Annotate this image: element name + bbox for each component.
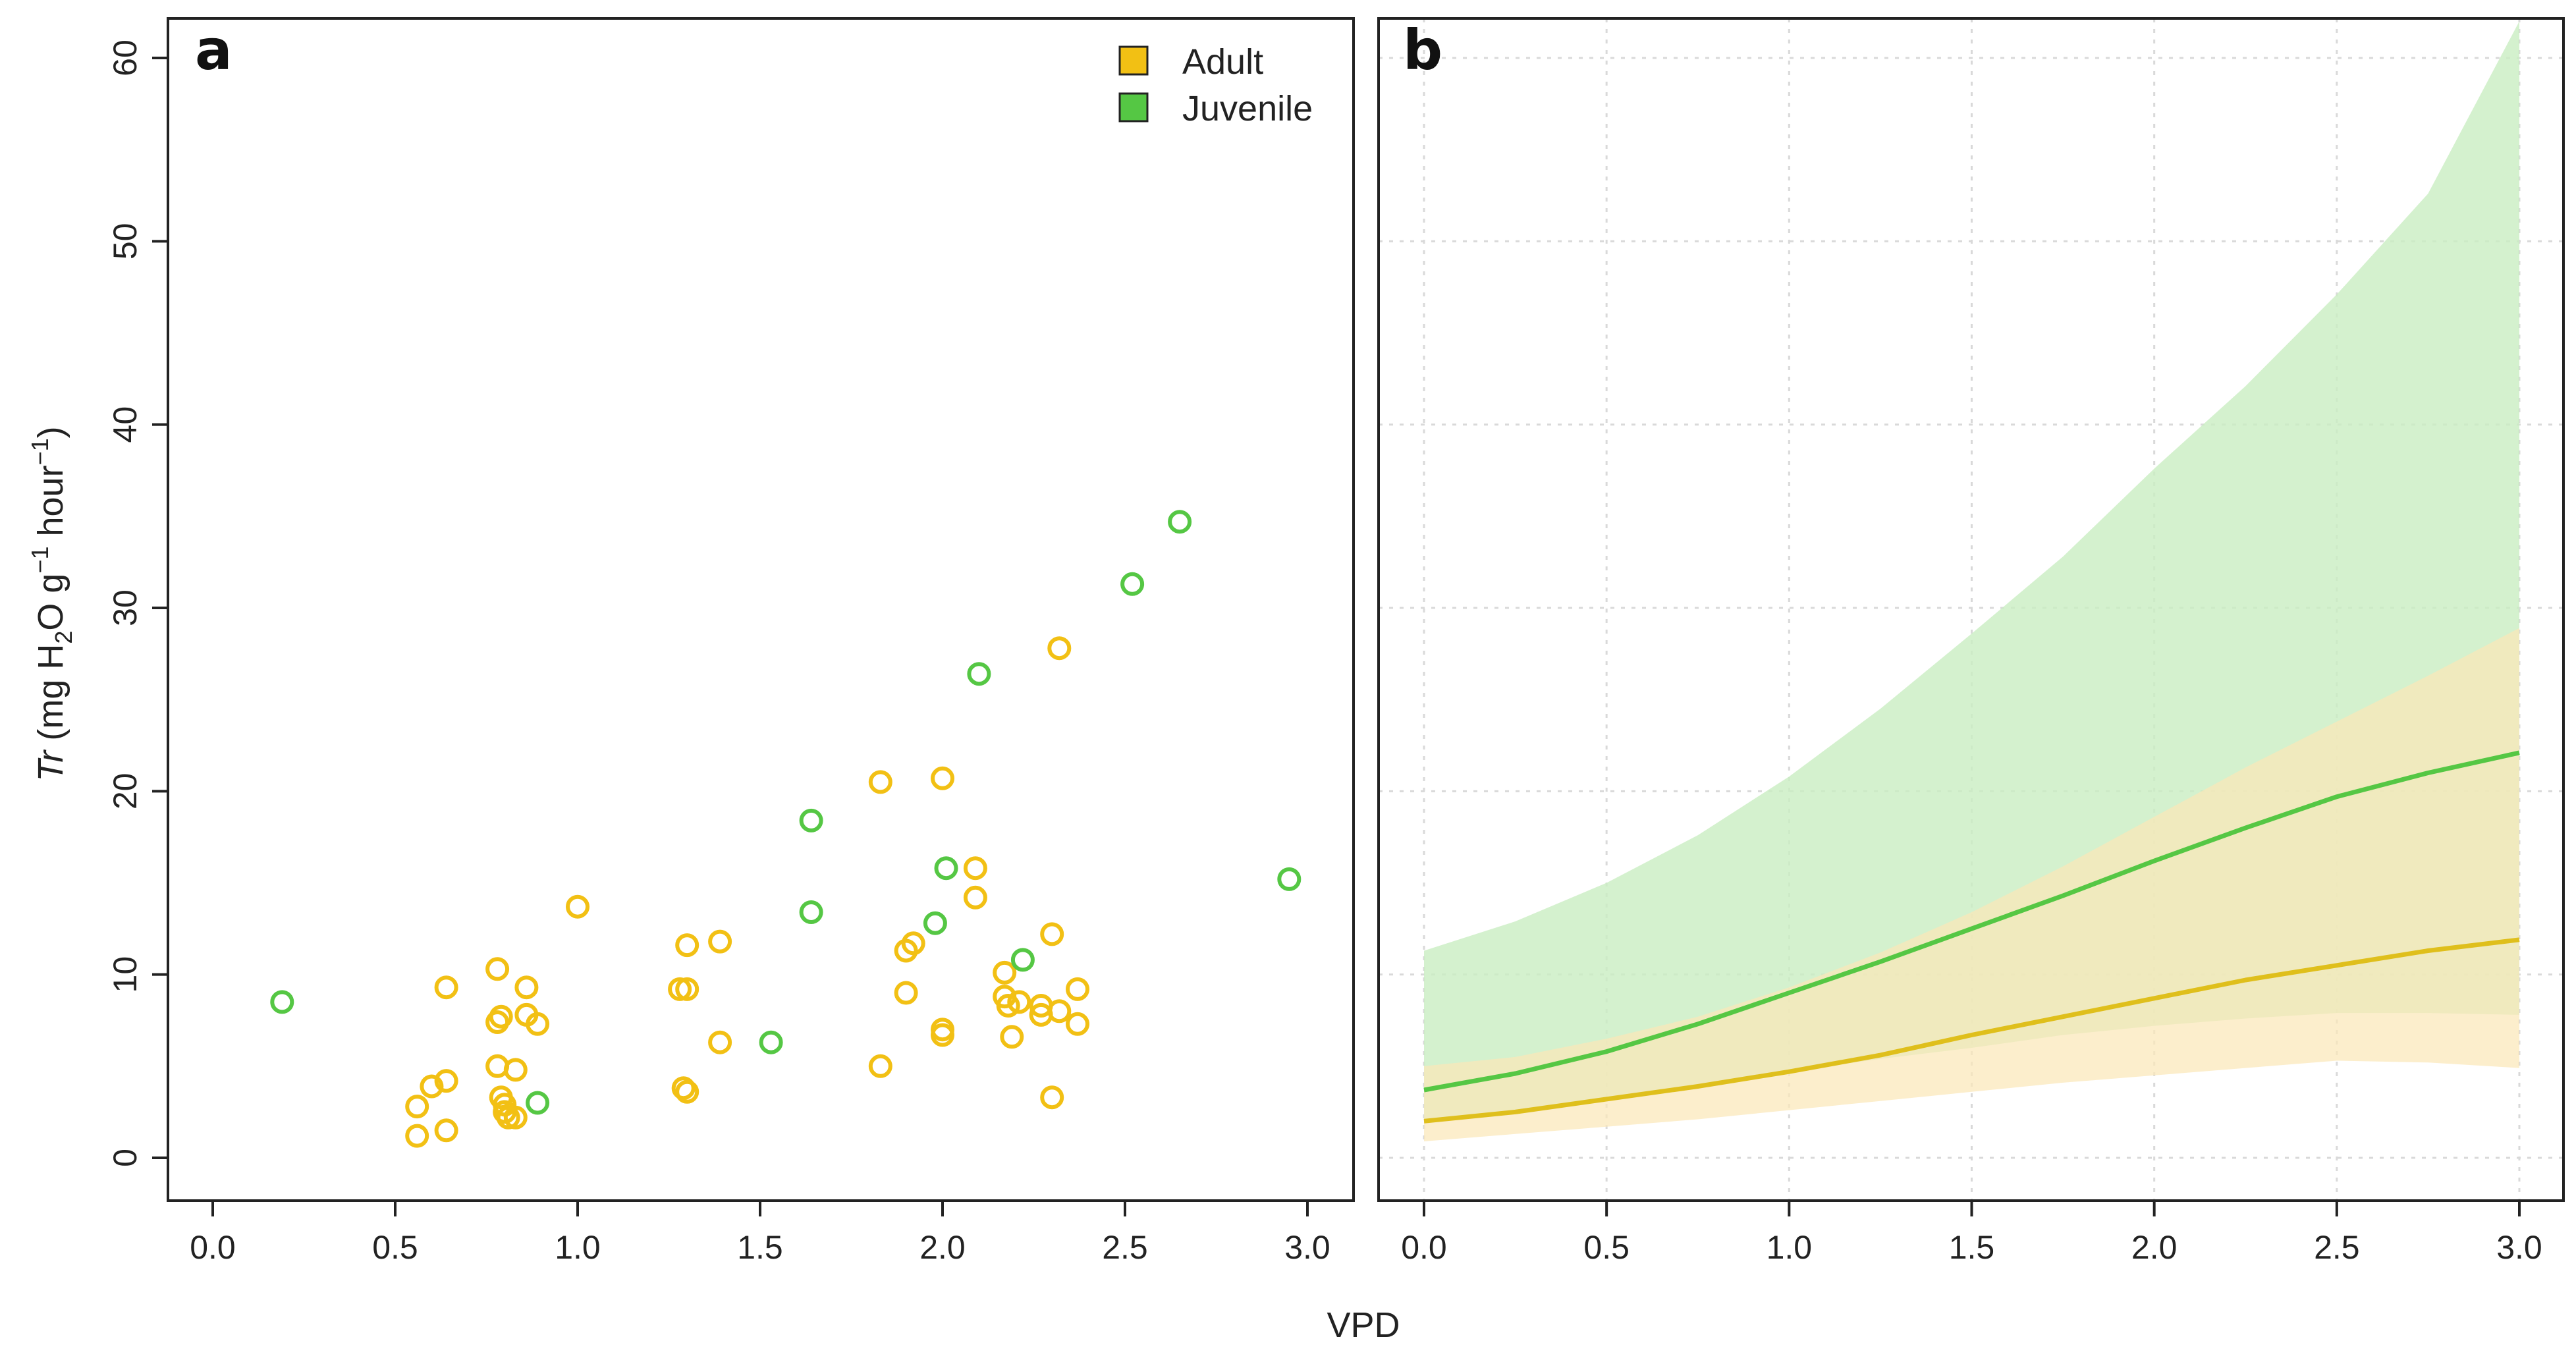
adult-point [963,856,987,881]
adult-point [503,1105,528,1130]
y-tick-label: 10 [107,956,144,993]
legend-swatch-juvenile [1118,92,1149,123]
legend-label-adult: Adult [1182,42,1263,82]
adult-point [993,960,1017,985]
x-tick-label: 0.5 [1583,1229,1630,1266]
adult-point [963,885,987,910]
adult-point [1000,1025,1024,1049]
juvenile-point [1010,948,1035,972]
juvenile-point [1168,510,1192,534]
adult-point [485,957,510,981]
adult-point [434,975,458,1000]
adult-point [868,1054,892,1078]
x-tick-label: 1.5 [1949,1229,1995,1266]
x-tick-label: 3.0 [2496,1229,2542,1266]
y-tick-label: 60 [107,40,144,76]
adult-point [675,977,699,1001]
y-axis-title: Tr (mg H2O g−1 hour−1) [26,426,77,781]
adult-point [566,894,589,919]
adult-point [675,933,699,958]
adult-point [1040,1085,1064,1110]
x-axis-title: VPD [1327,1305,1400,1345]
adult-confidence-band [1424,628,2519,1141]
adult-point [668,977,692,1001]
x-tick-label: 3.0 [1284,1229,1330,1266]
adult-point [1040,922,1064,946]
panel-a: 0.0 0.5 1.0 1.5 2.0 2.5 3.0 0 10 20 30 40 50 60 a Ad… [26,17,1355,1266]
panel-a-frame [167,17,1355,1202]
adult-point [708,1030,732,1054]
adult-point [931,766,954,790]
legend: Adult Juvenile [1118,42,1313,128]
y-tick-label: 40 [107,406,144,443]
panel-a-y-axis: 0 10 20 30 40 50 60 [107,40,168,1167]
adult-point [405,1124,429,1148]
x-tick-label: 1.0 [1767,1229,1813,1266]
adult-point [894,939,918,963]
x-tick-label: 2.5 [2314,1229,2360,1266]
adult-point [894,981,918,1005]
x-tick-label: 2.5 [1102,1229,1148,1266]
adult-point [1047,636,1072,661]
adult-point [405,1095,429,1119]
juvenile-point [270,990,294,1014]
juvenile-point [799,808,823,832]
x-tick-label: 2.0 [919,1229,966,1266]
juvenile-point [923,911,947,935]
adult-fit-line [1423,937,2520,1124]
juvenile-point [799,900,823,924]
juvenile-point [759,1030,783,1054]
adult-point [671,1076,696,1101]
adult-point [675,1079,699,1104]
juvenile-point [1277,867,1302,891]
adult-point [931,1023,954,1047]
adult-point [489,1004,513,1029]
panel-b-x-axis: 0.0 0.5 1.0 1.5 2.0 2.5 3.0 [1401,1201,2542,1266]
juvenile-point [934,856,958,881]
adult-point [434,1118,458,1143]
juvenile-point [1120,572,1145,596]
x-tick-label: 2.0 [2131,1229,2178,1266]
adult-point [514,975,539,1000]
x-tick-label: 0.0 [190,1229,236,1266]
adult-point [901,931,925,956]
y-tick-label: 30 [107,589,144,626]
adult-point [996,994,1020,1018]
juvenile-fit-line [1423,750,2520,1093]
panel-b-bands [1424,21,2519,1141]
juvenile-point [526,1091,550,1115]
adult-point [868,770,892,794]
adult-point [1047,999,1072,1023]
panel-b: 0.0 0.5 1.0 1.5 2.0 2.5 3.0 b [1377,17,2565,1266]
adult-point [1007,990,1031,1014]
adult-point [420,1074,444,1099]
legend-swatch-adult [1118,45,1149,76]
adult-point [434,1069,458,1093]
x-tick-label: 0.5 [372,1229,418,1266]
adult-point [526,1012,550,1036]
adult-point [1066,1012,1089,1036]
x-tick-label: 0.0 [1401,1229,1447,1266]
juvenile-point [967,662,991,686]
adult-point [503,1058,528,1082]
adult-point [708,929,732,954]
x-tick-label: 1.5 [737,1229,783,1266]
panel-b-letter: b [1403,18,1442,82]
x-tick-label: 1.0 [555,1229,601,1266]
panel-a-points [270,510,1302,1148]
y-tick-label: 50 [107,223,144,260]
adult-point [1066,977,1089,1001]
panel-b-lines [1423,750,2520,1124]
y-tick-label: 0 [107,1149,144,1167]
panel-a-letter: a [195,18,233,82]
adult-point [496,1105,520,1130]
legend-label-juvenile: Juvenile [1182,89,1313,128]
panel-a-x-axis: 0.0 0.5 1.0 1.5 2.0 2.5 3.0 [190,1201,1330,1266]
y-tick-label: 20 [107,773,144,810]
